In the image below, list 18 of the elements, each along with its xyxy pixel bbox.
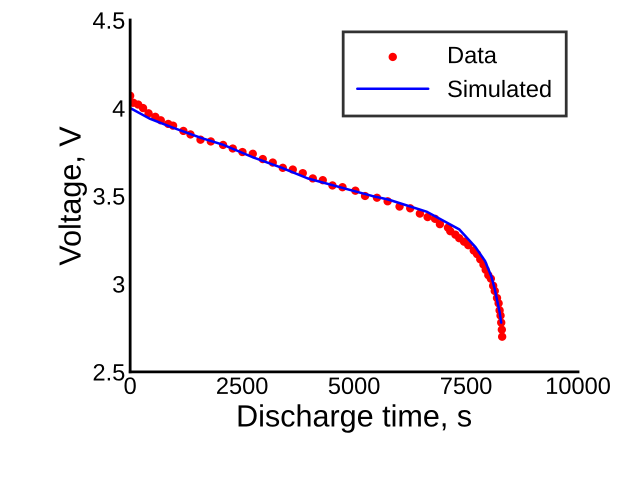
- legend-label: Data: [449, 46, 497, 64]
- x-tick-label: 5000: [328, 377, 380, 394]
- x-tick-label: 2500: [217, 377, 268, 394]
- y-tick-label: 3: [113, 276, 124, 293]
- y-axis-title: Voltage, V: [58, 126, 87, 266]
- y-tick-label: 2.5: [94, 364, 124, 381]
- y-tick-label: 3.5: [93, 188, 124, 205]
- point: [498, 326, 506, 334]
- point: [436, 220, 444, 228]
- x-axis-title: Discharge time, s: [238, 404, 472, 433]
- point: [138, 104, 148, 112]
- legend-label: Simulated: [448, 80, 551, 98]
- x-tick-label: 10000: [547, 377, 610, 394]
- x-tick-label: 7500: [441, 377, 492, 394]
- x-tick-label: 0: [124, 377, 136, 394]
- y-tick-label: 4.5: [93, 12, 124, 29]
- y-tick-label: 4: [112, 100, 125, 117]
- point: [498, 332, 506, 341]
